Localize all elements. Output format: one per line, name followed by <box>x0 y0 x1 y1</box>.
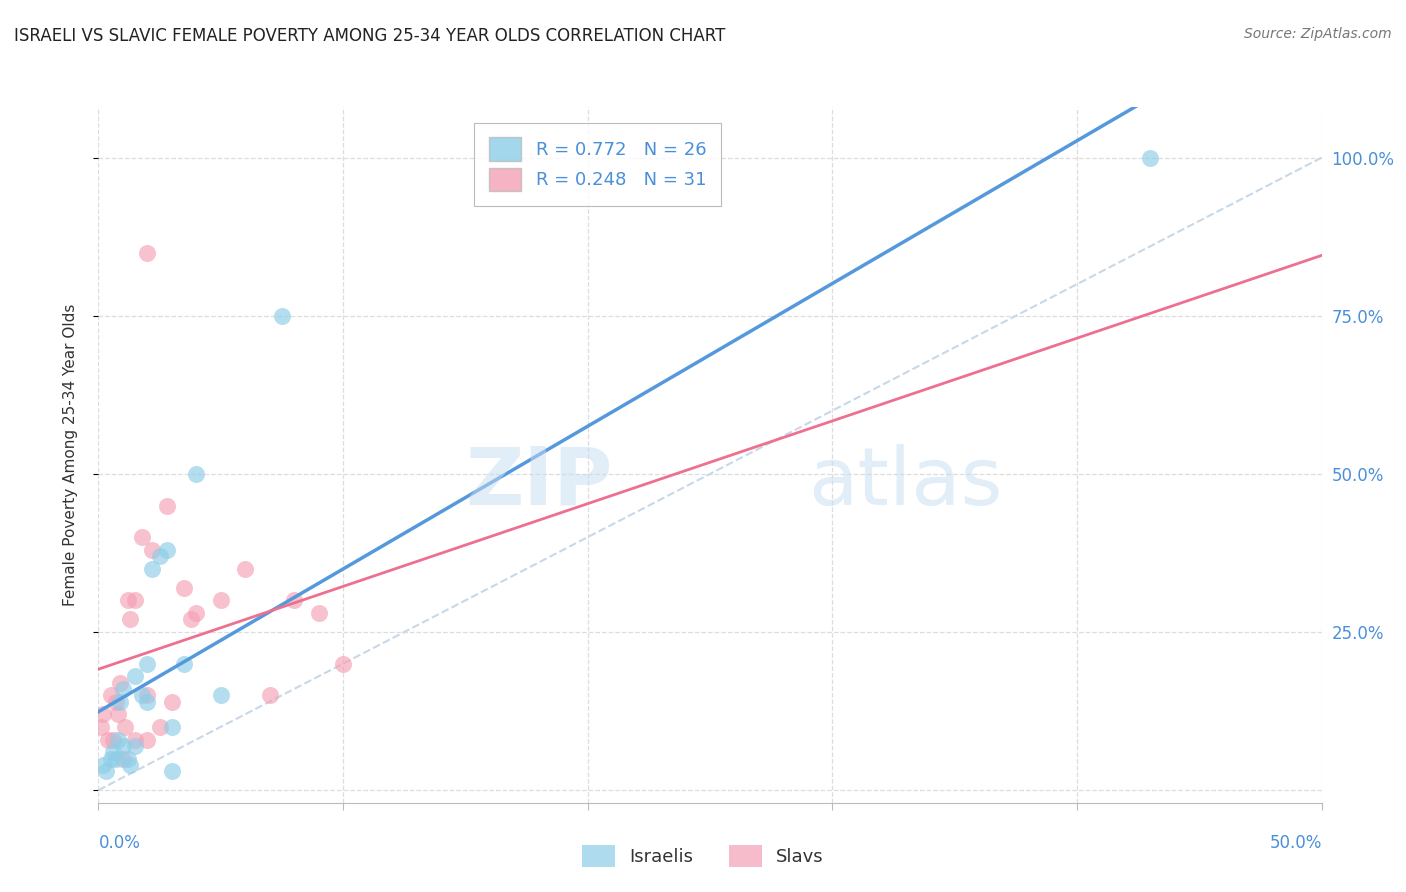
Point <box>90 720 112 734</box>
Point <box>209 593 232 607</box>
Point <box>160 720 183 734</box>
Point <box>94 764 117 779</box>
Point <box>111 681 134 696</box>
Text: 50.0%: 50.0% <box>1270 834 1322 852</box>
Point <box>209 688 232 702</box>
Point <box>107 707 129 722</box>
Point <box>156 542 179 557</box>
Point <box>173 657 195 671</box>
Point <box>149 720 172 734</box>
Point <box>124 739 146 753</box>
Point <box>131 530 153 544</box>
Legend: Israelis, Slavs: Israelis, Slavs <box>575 838 831 874</box>
Point <box>186 467 208 481</box>
Point <box>117 751 139 765</box>
Legend: R = 0.772   N = 26, R = 0.248   N = 31: R = 0.772 N = 26, R = 0.248 N = 31 <box>474 123 721 205</box>
Point <box>124 732 146 747</box>
Point <box>149 549 172 563</box>
Point <box>136 245 159 260</box>
Point <box>131 688 153 702</box>
Point <box>136 657 159 671</box>
Text: atlas: atlas <box>808 443 1002 522</box>
Text: ISRAELI VS SLAVIC FEMALE POVERTY AMONG 25-34 YEAR OLDS CORRELATION CHART: ISRAELI VS SLAVIC FEMALE POVERTY AMONG 2… <box>14 27 725 45</box>
Point <box>124 593 146 607</box>
Point <box>117 593 139 607</box>
Point <box>111 751 134 765</box>
Point <box>173 581 195 595</box>
Point <box>120 612 142 626</box>
Point <box>104 695 127 709</box>
Point <box>160 764 183 779</box>
Point <box>180 612 202 626</box>
Point <box>110 695 132 709</box>
Point <box>136 732 159 747</box>
Point <box>107 732 129 747</box>
Text: ZIP: ZIP <box>465 443 612 522</box>
Point <box>270 309 294 323</box>
Point <box>283 593 305 607</box>
Point <box>120 757 142 772</box>
Point <box>97 732 120 747</box>
Point <box>136 688 159 702</box>
Text: 0.0%: 0.0% <box>98 834 141 852</box>
Point <box>233 562 256 576</box>
Point <box>1139 151 1161 165</box>
Point <box>136 695 159 709</box>
Point <box>141 542 163 557</box>
Text: Source: ZipAtlas.com: Source: ZipAtlas.com <box>1244 27 1392 41</box>
Point <box>100 688 122 702</box>
Point <box>91 757 114 772</box>
Point <box>308 606 330 620</box>
Point <box>91 707 114 722</box>
Point <box>110 675 132 690</box>
Point <box>101 732 124 747</box>
Point <box>111 739 134 753</box>
Y-axis label: Female Poverty Among 25-34 Year Olds: Female Poverty Among 25-34 Year Olds <box>63 304 77 606</box>
Point <box>114 720 136 734</box>
Point <box>124 669 146 683</box>
Point <box>160 695 183 709</box>
Point <box>259 688 281 702</box>
Point <box>101 745 124 759</box>
Point <box>186 606 208 620</box>
Point <box>104 751 127 765</box>
Point <box>332 657 354 671</box>
Point <box>141 562 163 576</box>
Point <box>156 499 179 513</box>
Point <box>100 751 122 765</box>
